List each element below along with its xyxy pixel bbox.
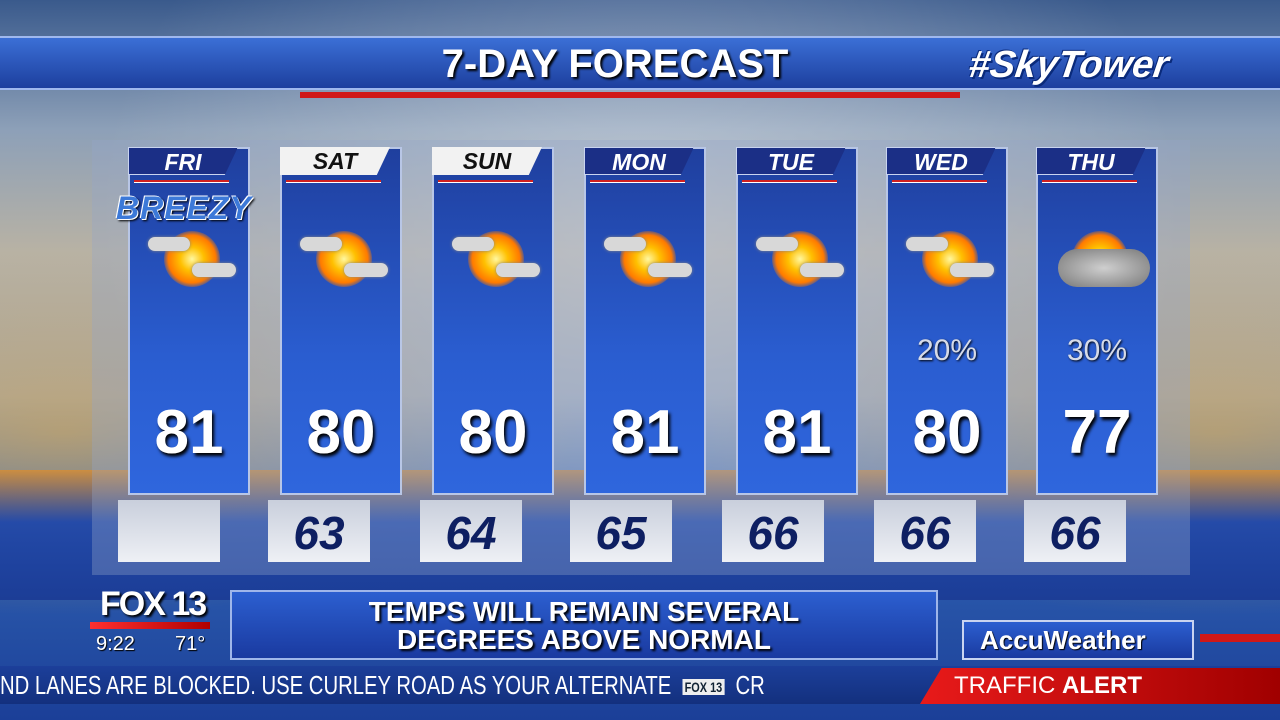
cloud-icon [1058,249,1150,287]
partly-sunny-icon [144,221,240,301]
high-temp: 81 [154,398,224,467]
title-bar: 7-DAY FORECAST #SkyTower [0,36,1280,98]
cloud-icon [452,237,494,251]
breezy-note: BREEZY [116,190,252,226]
cloud-icon [756,237,798,251]
sponsor-accent [1200,634,1280,642]
day-label: WED [886,147,996,175]
day-underline [892,180,987,183]
low-temp: 66 [1024,500,1126,562]
day-underline [1042,180,1137,183]
day-underline [134,180,229,183]
low-temp: 63 [268,500,370,562]
partly-sunny-icon [752,221,848,301]
high-temp: 81 [610,398,680,467]
current-time: 9:22 [96,633,135,655]
day-column-tue: TUE 81 [736,147,858,495]
traffic-alert-badge: TRAFFIC ALERT [920,668,1280,704]
day-underline [742,180,837,183]
cloud-icon [496,263,540,277]
mostly-cloudy-icon [1052,221,1150,301]
day-label: SUN [432,147,542,175]
alert-label: TRAFFIC [954,672,1056,699]
low-temp: 66 [722,500,824,562]
precip-chance: 20% [916,334,978,367]
day-underline [590,180,685,183]
low-temp [118,500,220,562]
day-column-wed: WED 20% 80 [886,147,1008,495]
cloud-icon [192,263,236,277]
high-temp: 81 [762,398,832,467]
headline-line1: TEMPS WILL REMAIN SEVERAL [368,596,800,627]
day-underline [438,180,533,183]
title-accent [300,92,960,98]
station-logo: FOX 13 [100,585,207,623]
day-column-sat: SAT 80 [280,147,402,495]
logo-bar [90,622,210,629]
day-underline [286,180,381,183]
low-temp: 64 [420,500,522,562]
cloud-icon [906,237,948,251]
current-temp: 71° [175,633,206,655]
sponsor-logo: AccuWeather [962,620,1194,660]
day-column-mon: MON 81 [584,147,706,495]
high-temp: 77 [1062,398,1132,467]
cloud-icon [604,237,646,251]
high-temp: 80 [912,398,982,467]
cloud-icon [148,237,190,251]
high-temp: 80 [306,398,376,467]
ticker-logo: FOX 13 [682,679,725,696]
skytower-logo: #SkyTower [965,44,1172,86]
low-temp: 66 [874,500,976,562]
cloud-icon [648,263,692,277]
partly-sunny-icon [600,221,696,301]
ticker-text: ND LANES ARE BLOCKED. USE CURLEY ROAD AS… [0,670,672,700]
cloud-icon [950,263,994,277]
day-column-thu: THU 30% 77 [1036,147,1158,495]
page-title: 7-DAY FORECAST [441,42,789,86]
partly-sunny-icon [448,221,544,301]
cloud-icon [300,237,342,251]
day-column-fri: FRI 81 [128,147,250,495]
day-label: SAT [280,147,390,175]
low-temp: 65 [570,500,672,562]
day-label: MON [584,147,694,175]
day-label: TUE [736,147,846,175]
cloud-icon [800,263,844,277]
ticker-content: ND LANES ARE BLOCKED. USE CURLEY ROAD AS… [0,666,765,704]
partly-sunny-icon [296,221,392,301]
high-temp: 80 [458,398,528,467]
day-column-sun: SUN 80 [432,147,554,495]
day-label: THU [1036,147,1146,175]
day-label: FRI [128,147,238,175]
ticker-next: CR [735,670,765,700]
precip-chance: 30% [1066,334,1128,367]
cloud-icon [344,263,388,277]
alert-bold: ALERT [1062,672,1142,699]
headline-box: TEMPS WILL REMAIN SEVERAL DEGREES ABOVE … [230,590,938,660]
partly-sunny-icon [902,221,998,301]
headline-line2: DEGREES ABOVE NORMAL [397,624,771,655]
